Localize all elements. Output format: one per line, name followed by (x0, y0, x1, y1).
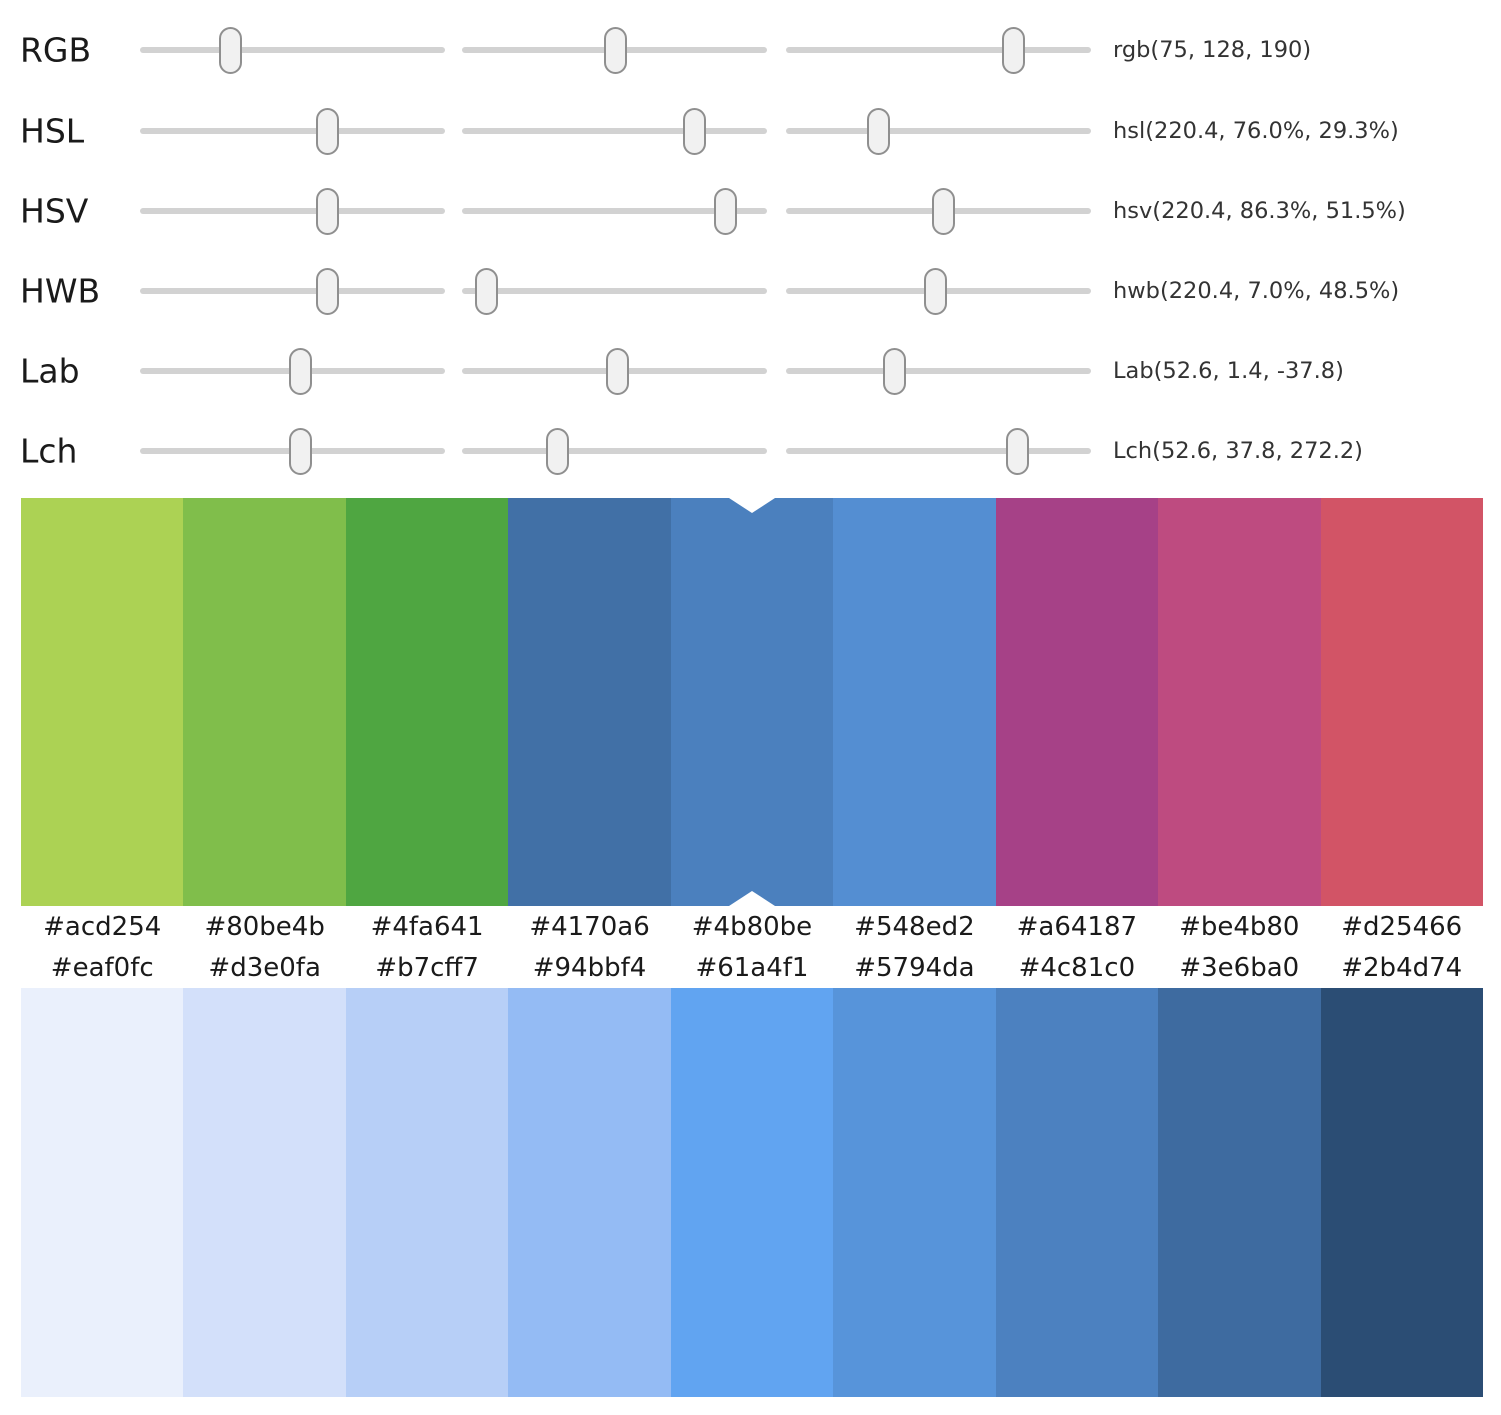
slider-track-lab-channel-2[interactable] (462, 348, 767, 395)
slider-thumb-hsv-channel-1[interactable] (315, 188, 339, 235)
color-value-readout: Lab(52.6, 1.4, -37.8) (1113, 358, 1344, 384)
hue-swatch-2[interactable] (345, 498, 509, 906)
slider-thumb-rgb-channel-2[interactable] (604, 27, 628, 74)
hex-code-label: #eaf0fc (50, 953, 154, 983)
hex-code-label: #a64187 (1016, 912, 1138, 942)
shade-swatch-2[interactable] (345, 988, 509, 1397)
slider-row-hwb: HWB hwb(220.4, 7.0%, 48.5%) (0, 251, 1501, 331)
shade-palette-labels: #eaf0fc #d3e0fa #b7cff7 #94bbf4 #61a4f1 #5794… (21, 948, 1483, 988)
shade-swatch-5[interactable] (833, 988, 996, 1397)
slider-thumb-lab-channel-1[interactable] (289, 348, 313, 395)
hue-swatch-1[interactable] (183, 498, 346, 906)
hue-palette (21, 498, 1483, 906)
hex-code-label: #4c81c0 (1018, 953, 1136, 983)
slider-track-lab-channel-3[interactable] (786, 348, 1091, 395)
shade-swatch-8[interactable] (1320, 988, 1483, 1397)
slider-thumb-hsl-channel-2[interactable] (682, 108, 706, 155)
hex-code-label: #4fa641 (370, 912, 484, 942)
slider-thumb-hsv-channel-2[interactable] (714, 188, 738, 235)
slider-track-hwb-channel-2[interactable] (462, 268, 767, 315)
selection-notch-top-icon (728, 498, 775, 513)
slider-row-rgb: RGB rgb(75, 128, 190) (0, 10, 1501, 90)
shade-swatch-1[interactable] (183, 988, 346, 1397)
slider-thumb-rgb-channel-1[interactable] (218, 27, 242, 74)
slider-track-hsl-channel-2[interactable] (462, 108, 767, 155)
hex-code-label: #acd254 (43, 912, 162, 942)
shade-palette (21, 988, 1483, 1397)
slider-track-hsv-channel-1[interactable] (140, 188, 445, 235)
hex-code-label: #3e6ba0 (1179, 953, 1300, 983)
shade-swatch-7[interactable] (1158, 988, 1321, 1397)
hex-code-label: #61a4f1 (695, 953, 809, 983)
hex-code-label: #b7cff7 (375, 953, 479, 983)
slider-thumb-hsl-channel-3[interactable] (866, 108, 890, 155)
hue-swatch-7[interactable] (1158, 498, 1321, 906)
hue-swatch-5[interactable] (833, 498, 996, 906)
hue-swatch-8[interactable] (1320, 498, 1483, 906)
slider-track-lch-channel-2[interactable] (462, 428, 767, 475)
slider-track-lab-channel-1[interactable] (140, 348, 445, 395)
slider-thumb-hwb-channel-2[interactable] (475, 268, 499, 315)
slider-thumb-lch-channel-2[interactable] (545, 428, 569, 475)
slider-track-rgb-channel-2[interactable] (462, 27, 767, 74)
slider-thumb-hwb-channel-1[interactable] (315, 268, 339, 315)
hue-swatch-4[interactable] (670, 498, 834, 906)
color-value-readout: hsv(220.4, 86.3%, 51.5%) (1113, 198, 1406, 224)
colorspace-label: Lab (20, 351, 80, 391)
colorspace-label: Lch (20, 431, 78, 471)
slider-thumb-hsl-channel-1[interactable] (315, 108, 339, 155)
slider-row-hsv: HSV hsv(220.4, 86.3%, 51.5%) (0, 171, 1501, 251)
color-value-readout: hwb(220.4, 7.0%, 48.5%) (1113, 278, 1400, 304)
hex-code-label: #94bbf4 (532, 953, 647, 983)
color-value-readout: rgb(75, 128, 190) (1113, 37, 1312, 63)
slider-track-rgb-channel-1[interactable] (140, 27, 445, 74)
hex-code-label: #d25466 (1341, 912, 1463, 942)
slider-track-lch-channel-3[interactable] (786, 428, 1091, 475)
shade-swatch-6[interactable] (995, 988, 1159, 1397)
selection-notch-bottom-icon (728, 891, 775, 906)
slider-track-lch-channel-1[interactable] (140, 428, 445, 475)
slider-thumb-lch-channel-3[interactable] (1005, 428, 1029, 475)
slider-row-hsl: HSL hsl(220.4, 76.0%, 29.3%) (0, 91, 1501, 171)
colorspace-label: HWB (20, 271, 101, 311)
color-value-readout: Lch(52.6, 37.8, 272.2) (1113, 438, 1363, 464)
color-value-readout: hsl(220.4, 76.0%, 29.3%) (1113, 118, 1399, 144)
slider-row-lch: Lch Lch(52.6, 37.8, 272.2) (0, 411, 1501, 491)
shade-swatch-0[interactable] (21, 988, 184, 1397)
hue-swatch-3[interactable] (508, 498, 671, 906)
hex-code-label: #d3e0fa (208, 953, 321, 983)
hex-code-label: #80be4b (204, 912, 325, 942)
colorspace-label: HSL (20, 111, 85, 151)
hex-code-label: #4b80be (691, 912, 813, 942)
hex-code-label: #548ed2 (854, 912, 975, 942)
slider-track-hsv-channel-2[interactable] (462, 188, 767, 235)
hue-swatch-0[interactable] (21, 498, 184, 906)
slider-thumb-rgb-channel-3[interactable] (1002, 27, 1026, 74)
slider-track-hsv-channel-3[interactable] (786, 188, 1091, 235)
slider-thumb-lab-channel-2[interactable] (605, 348, 629, 395)
slider-row-lab: Lab Lab(52.6, 1.4, -37.8) (0, 331, 1501, 411)
hex-code-label: #2b4d74 (1341, 953, 1463, 983)
slider-track-hwb-channel-1[interactable] (140, 268, 445, 315)
slider-thumb-hwb-channel-3[interactable] (924, 268, 948, 315)
slider-thumb-lab-channel-3[interactable] (882, 348, 906, 395)
shade-swatch-4[interactable] (670, 988, 834, 1397)
hue-palette-labels: #acd254 #80be4b #4fa641 #4170a6 #4b80be #548e… (21, 906, 1483, 948)
hex-code-label: #be4b80 (1179, 912, 1300, 942)
hue-swatch-6[interactable] (995, 498, 1159, 906)
colorspace-label: RGB (20, 30, 92, 70)
slider-track-rgb-channel-3[interactable] (786, 27, 1091, 74)
hex-code-label: #4170a6 (529, 912, 650, 942)
slider-track-hwb-channel-3[interactable] (786, 268, 1091, 315)
slider-thumb-lch-channel-1[interactable] (289, 428, 313, 475)
shade-swatch-3[interactable] (508, 988, 671, 1397)
hex-code-label: #5794da (854, 953, 975, 983)
slider-track-hsl-channel-1[interactable] (140, 108, 445, 155)
slider-thumb-hsv-channel-3[interactable] (932, 188, 956, 235)
colorspace-label: HSV (20, 191, 89, 231)
slider-track-hsl-channel-3[interactable] (786, 108, 1091, 155)
